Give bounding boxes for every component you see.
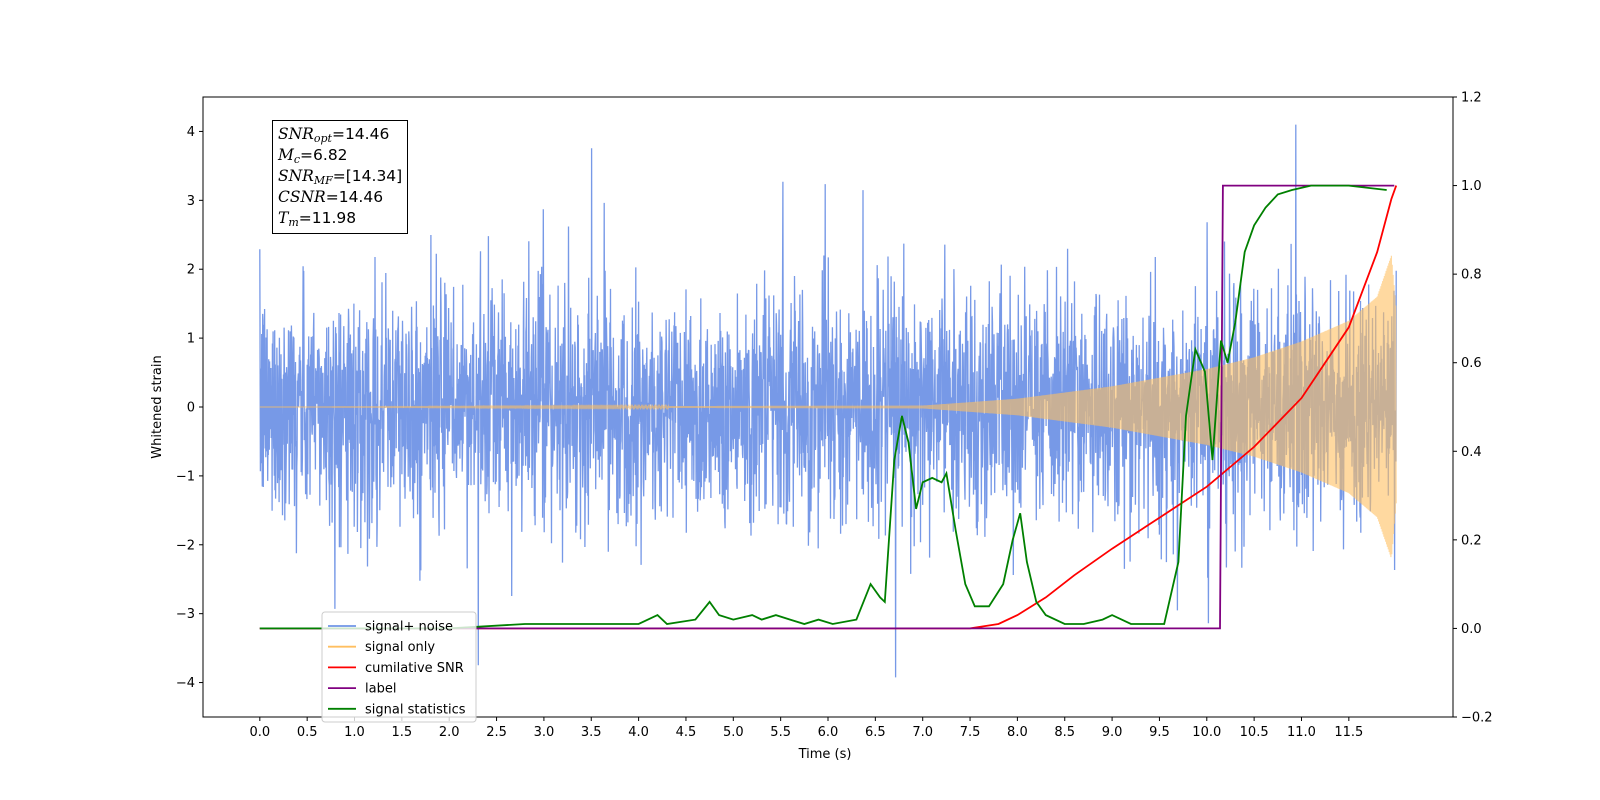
x-tick-label: 0.0	[249, 725, 270, 740]
x-tick-label: 5.5	[770, 725, 791, 740]
series-signal-statistics	[259, 184, 1387, 630]
x-tick-label: 11.5	[1334, 725, 1363, 740]
y2-tick-label: 1.0	[1461, 179, 1482, 194]
legend-label: signal only	[365, 640, 435, 655]
x-tick-label: 5.0	[723, 725, 744, 740]
legend-box	[321, 611, 477, 723]
snr-mf-row: SNRMF=[14.34]	[278, 167, 403, 187]
x-tick-label: 6.0	[818, 725, 839, 740]
snr-opt-row: SNRopt=14.46	[278, 125, 390, 145]
series-cumulative-snr	[259, 185, 1398, 630]
y2-tick-label: 0.6	[1461, 356, 1482, 371]
y2-tick-label: 0.0	[1461, 622, 1482, 637]
y-tick-label: −3	[176, 607, 195, 622]
y-tick-label: 1	[187, 332, 195, 347]
x-tick-label: 3.0	[534, 725, 555, 740]
x-axis-label: Time (s)	[798, 747, 852, 762]
snr-mf-value: =[14.34]	[332, 167, 403, 185]
x-tick-label: 1.0	[344, 725, 365, 740]
legend-label: signal+ noise	[365, 620, 453, 635]
x-tick-label: 0.5	[297, 725, 318, 740]
x-tick-label: 6.5	[865, 725, 886, 740]
y-axis-label: Whitened strain	[150, 355, 165, 458]
tm-value: =11.98	[298, 209, 357, 227]
x-tick-label: 8.5	[1054, 725, 1075, 740]
legend-label: cumilative SNR	[365, 661, 464, 676]
y2-tick-label: 0.8	[1461, 268, 1482, 283]
x-tick-label: 2.0	[439, 725, 460, 740]
y2-tick-label: 0.2	[1461, 533, 1482, 548]
y-tick-label: −4	[176, 676, 195, 691]
y2-tick-label: 0.4	[1461, 445, 1482, 460]
x-tick-label: 10.5	[1240, 725, 1269, 740]
snr-opt-value: =14.46	[331, 125, 390, 143]
x-tick-label: 8.0	[1007, 725, 1028, 740]
x-tick-label: 9.0	[1102, 725, 1123, 740]
y2-tick-label: −0.2	[1461, 711, 1493, 726]
y2-tick-label: 1.2	[1461, 91, 1482, 106]
x-tick-label: 3.5	[581, 725, 602, 740]
legend-label: label	[365, 682, 396, 697]
x-tick-label: 4.0	[628, 725, 649, 740]
x-tick-label: 7.5	[960, 725, 981, 740]
y-tick-label: 2	[187, 263, 195, 278]
x-tick-label: 11.0	[1287, 725, 1316, 740]
y-tick-label: −2	[176, 538, 195, 553]
annotation-box: SNRopt=14.46 Mc=6.82 SNRMF=[14.34] CSNR=…	[272, 120, 409, 234]
csnr-value: =14.46	[325, 188, 384, 206]
tm-row: Tm=11.98	[278, 209, 357, 229]
x-tick-label: 1.5	[392, 725, 413, 740]
y-tick-label: −1	[176, 469, 195, 484]
x-tick-label: 4.5	[676, 725, 697, 740]
x-tick-label: 7.0	[912, 725, 933, 740]
x-tick-label: 2.5	[486, 725, 507, 740]
mc-row: Mc=6.82	[278, 146, 348, 166]
mc-value: =6.82	[300, 146, 348, 164]
legend: signal+ noise signal only cumilative SNR la…	[321, 611, 477, 723]
x-tick-label: 10.0	[1192, 725, 1221, 740]
legend-label: signal statistics	[365, 702, 466, 717]
y-tick-label: 4	[187, 125, 195, 140]
x-tick-label: 9.5	[1149, 725, 1170, 740]
y-tick-label: 3	[187, 194, 195, 209]
y-tick-label: 0	[187, 401, 195, 416]
csnr-row: CSNR=14.46	[278, 188, 384, 206]
